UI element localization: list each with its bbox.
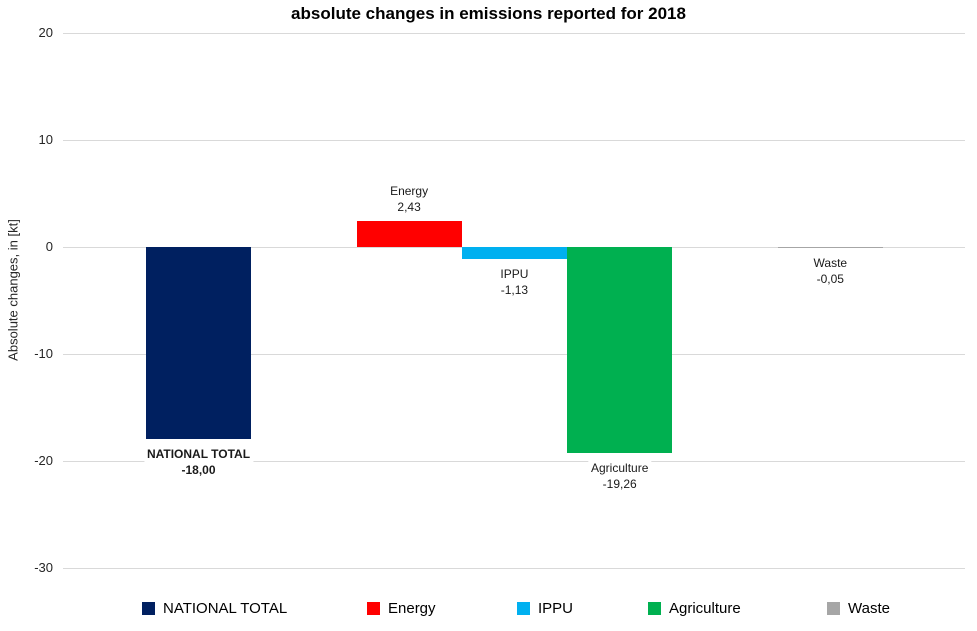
data-label-value-agriculture: -19,26 [602, 476, 637, 491]
data-label-value-national-total: -18,00 [181, 463, 216, 478]
bar-energy [356, 220, 462, 247]
chart-title: absolute changes in emissions reported f… [291, 4, 686, 23]
legend-label-ippu: IPPU [538, 599, 574, 617]
data-label-waste: Waste -0,05 [810, 255, 851, 287]
legend-swatch-agriculture [648, 601, 661, 615]
legend-item-agriculture: Agriculture [648, 599, 741, 617]
legend-item-ippu: IPPU [517, 599, 573, 617]
y-tick-label: -30 [34, 559, 53, 575]
data-label-energy: Energy 2,43 [387, 182, 432, 215]
bar-waste [777, 246, 883, 248]
bar-agriculture [567, 246, 673, 453]
bar-national-total [146, 246, 251, 440]
gridline--10 [63, 353, 965, 355]
gridline-20 [63, 32, 965, 34]
legend-label-agriculture: Agriculture [669, 599, 741, 617]
legend-label-national-total: NATIONAL TOTAL [163, 599, 288, 617]
legend-swatch-energy [367, 601, 380, 615]
bar-ippu [461, 246, 567, 259]
data-label-category-ippu: IPPU [500, 266, 529, 281]
data-label-value-energy: 2,43 [397, 199, 421, 214]
legend-swatch-ippu [517, 601, 530, 615]
y-tick-label: -10 [34, 345, 53, 361]
legend-item-energy: Energy [367, 599, 436, 617]
legend-item-waste: Waste [827, 599, 890, 617]
data-label-category-agriculture: Agriculture [591, 460, 649, 475]
legend-swatch-waste [827, 601, 840, 615]
y-tick-label: 20 [38, 24, 53, 40]
y-tick-label: 10 [38, 131, 53, 147]
legend-swatch-national-total [142, 601, 155, 615]
data-label-category-energy: Energy [390, 183, 429, 198]
legend-label-waste: Waste [848, 599, 890, 617]
data-label-ippu: IPPU -1,13 [497, 265, 532, 298]
data-label-value-ippu: -1,13 [500, 282, 529, 297]
gridline--30 [63, 567, 965, 569]
data-label-category-national-total: NATIONAL TOTAL [146, 447, 251, 462]
y-tick-label: -20 [34, 452, 53, 468]
legend-item-national-total: NATIONAL TOTAL [142, 599, 287, 617]
gridline-10 [63, 139, 965, 141]
data-label-value-waste: -0,05 [816, 272, 844, 286]
data-label-category-waste: Waste [813, 256, 848, 270]
y-tick-label: 0 [45, 238, 53, 254]
gridline--20 [63, 460, 965, 462]
data-label-agriculture: Agriculture -19,26 [588, 459, 652, 492]
legend-label-energy: Energy [388, 599, 436, 617]
data-label-national-total: NATIONAL TOTAL -18,00 [143, 446, 254, 479]
